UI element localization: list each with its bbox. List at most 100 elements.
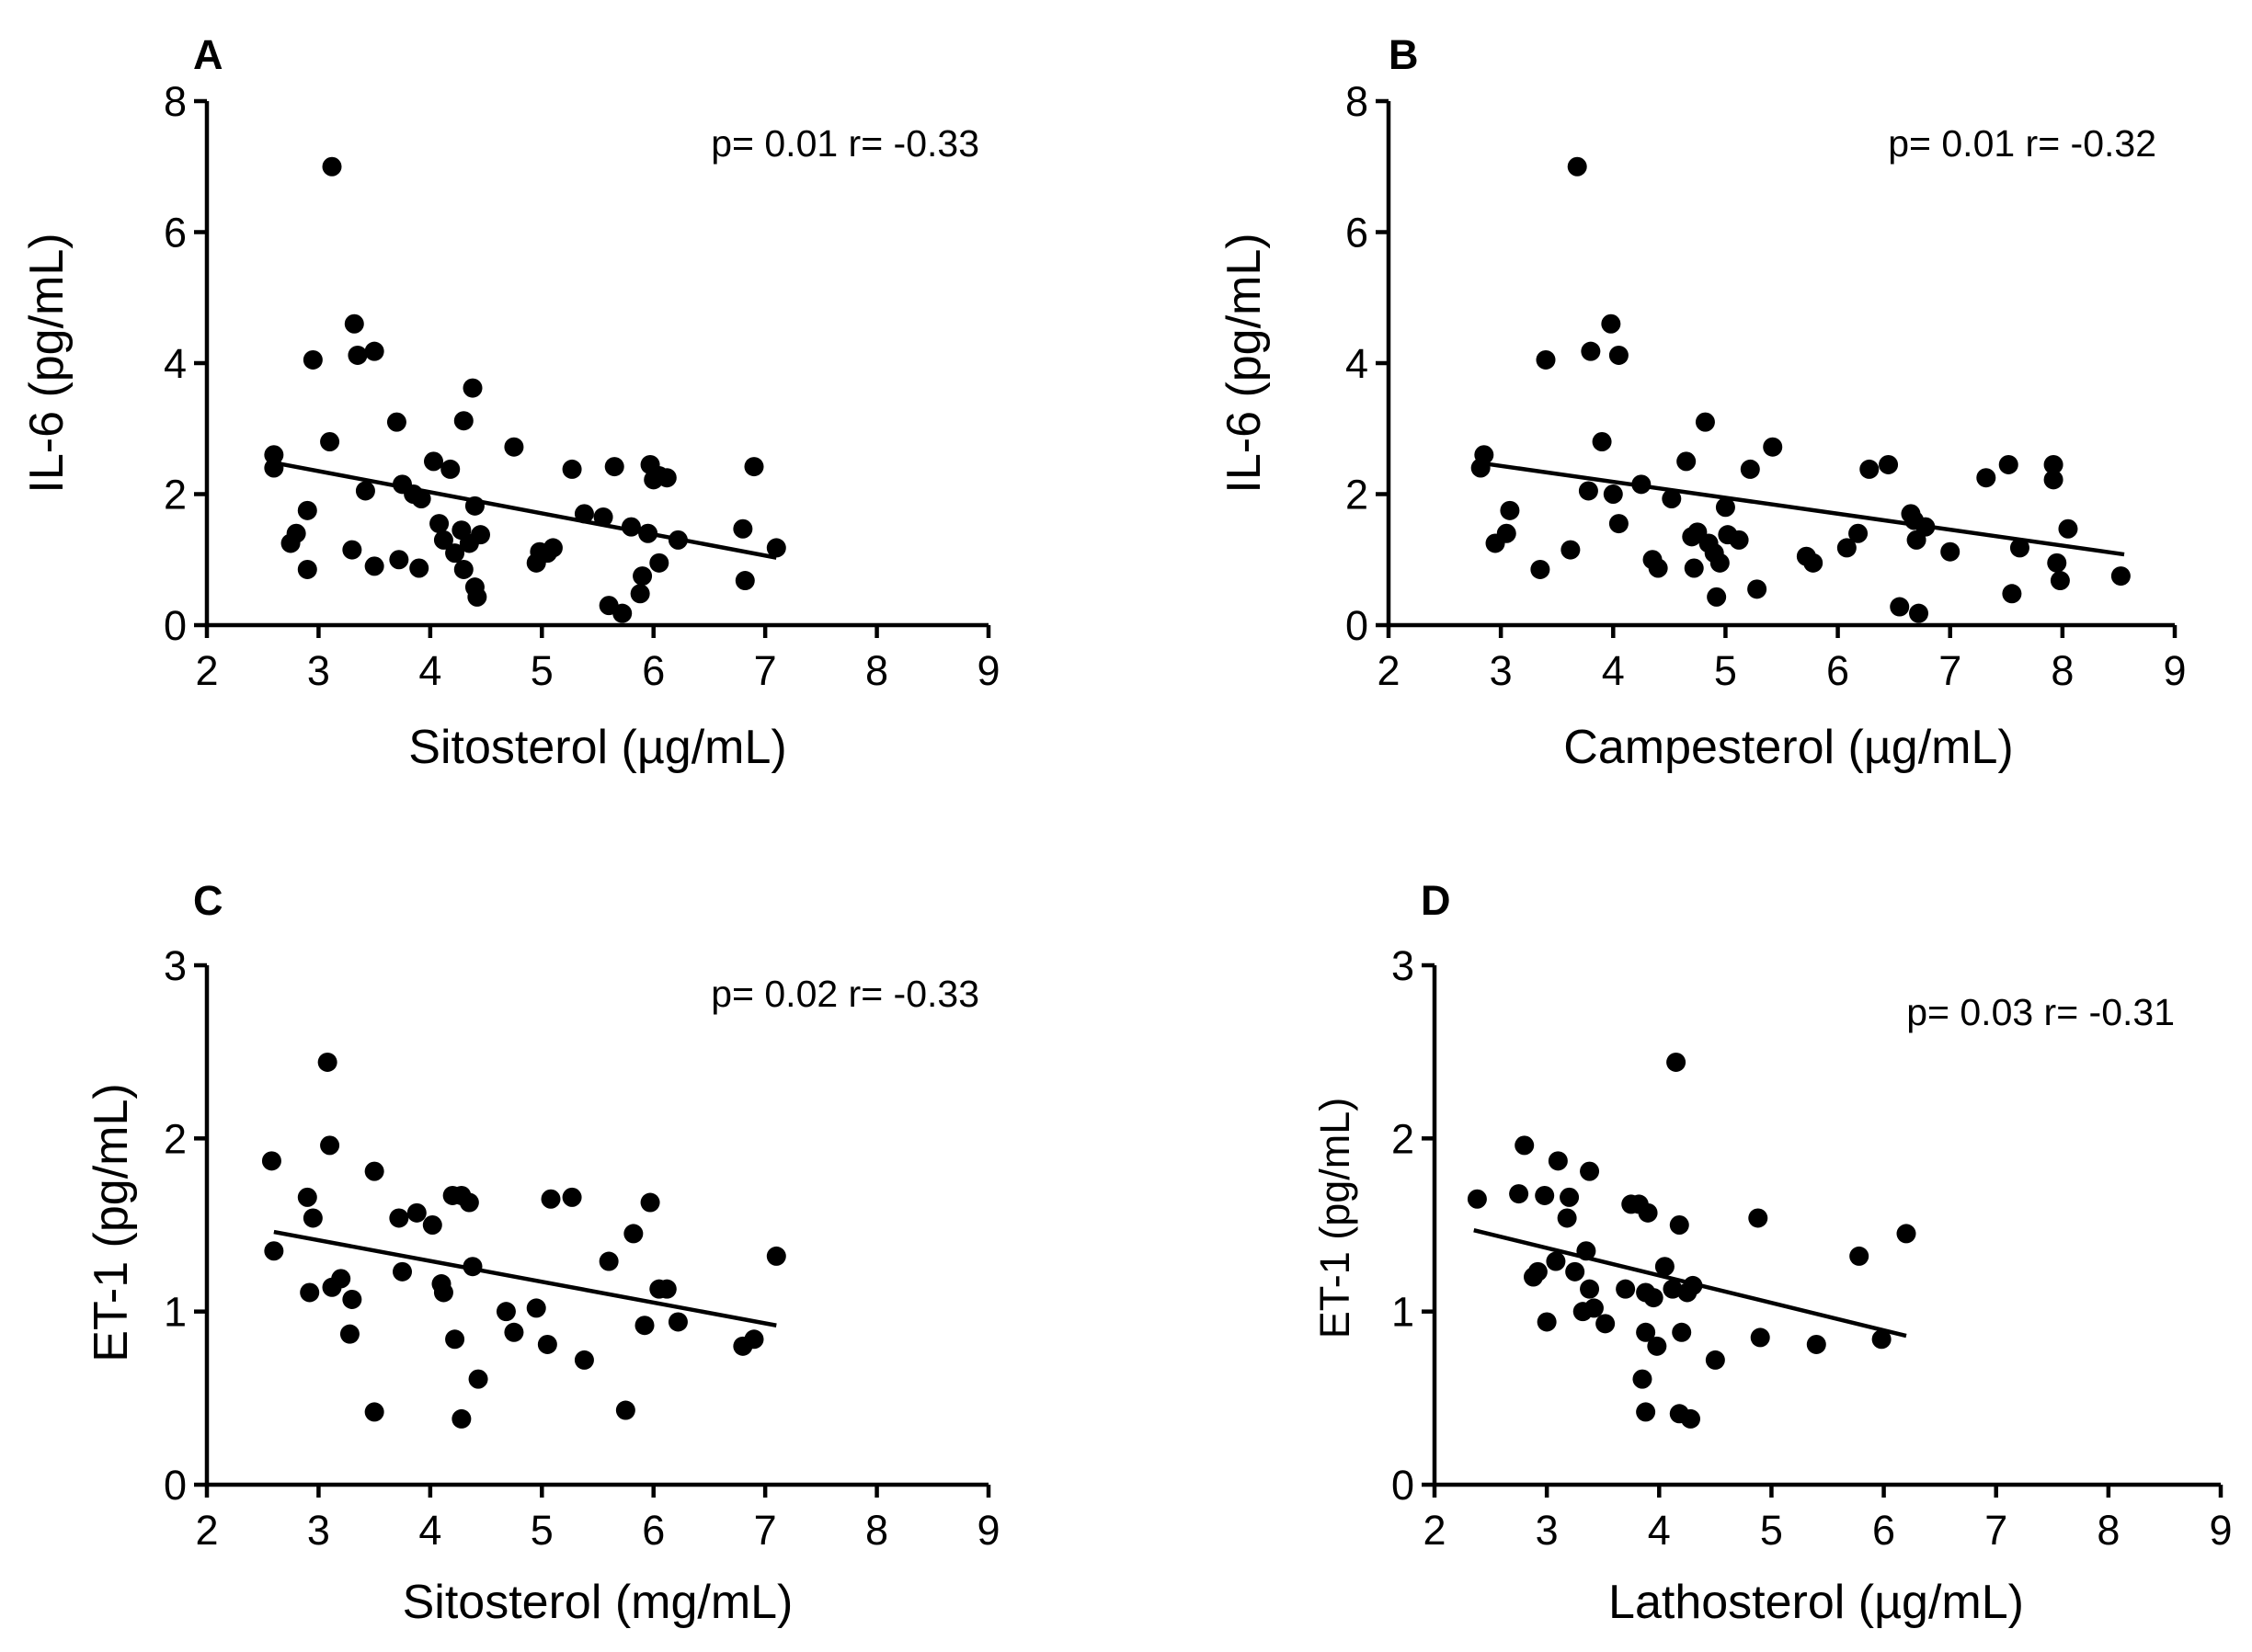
panel-d-xtick-label: 4 bbox=[1648, 1507, 1671, 1554]
panel-a-data-point bbox=[638, 523, 658, 543]
panel-a-data-point bbox=[355, 481, 375, 501]
panel-b-data-point bbox=[1560, 540, 1581, 560]
panel-c-xtick-label: 7 bbox=[754, 1507, 777, 1554]
panel-b-regression-line bbox=[1478, 461, 2125, 557]
panel-b-data-point bbox=[2043, 454, 2063, 474]
panel-c-data-point bbox=[541, 1189, 561, 1209]
panel-b-data-point bbox=[1648, 558, 1668, 578]
panel-b-data-point bbox=[1909, 603, 1929, 623]
panel-c-data-point bbox=[463, 1257, 483, 1277]
panel-b-data-point bbox=[2058, 518, 2078, 539]
panel-b-scatter: B p= 0.01 r= -0.32 Campesterol (µg/mL) I… bbox=[1217, 31, 2187, 774]
panel-b-data-point bbox=[1879, 454, 1899, 474]
panel-d-data-point bbox=[1748, 1208, 1768, 1228]
panel-d-data-point bbox=[1565, 1261, 1585, 1282]
panel-a-data-point bbox=[612, 603, 633, 623]
panel-a-data-point bbox=[348, 345, 368, 365]
panel-d-letter: D bbox=[1421, 877, 1451, 924]
panel-c-data-point bbox=[303, 1208, 323, 1228]
panel-b-ytick-label: 6 bbox=[1345, 210, 1368, 256]
panel-d-ticks: 2 3 4 5 6 7 8 9 0 1 2 3 bbox=[1391, 942, 2233, 1554]
panel-b-data-point bbox=[1567, 156, 1587, 177]
panel-c-data-point bbox=[504, 1322, 524, 1342]
panel-a-data-point bbox=[744, 457, 764, 477]
panel-d-data-point bbox=[1806, 1334, 1826, 1354]
panel-b-data-point bbox=[2047, 553, 2067, 573]
panel-b-xtick-label: 2 bbox=[1377, 647, 1400, 694]
panel-a-data-point bbox=[733, 518, 753, 539]
panel-d-ytick-label: 3 bbox=[1391, 942, 1414, 989]
panel-b-data-point bbox=[1859, 459, 1880, 479]
panel-c-data-point bbox=[317, 1052, 337, 1072]
panel-b-data-point bbox=[2050, 571, 2070, 591]
panel-b-data-point bbox=[1940, 541, 1960, 562]
panel-a-data-point bbox=[766, 538, 786, 558]
panel-a-data-point bbox=[562, 459, 582, 479]
panel-c-ticks: 2 3 4 5 6 7 8 9 0 1 2 3 bbox=[164, 942, 1000, 1554]
panel-c-xtick-label: 4 bbox=[418, 1507, 441, 1554]
panel-c-data-point bbox=[766, 1246, 786, 1266]
panel-b-xlabel: Campesterol (µg/mL) bbox=[1563, 721, 2013, 774]
panel-d-data-point bbox=[1750, 1327, 1770, 1348]
panel-a-xlabel: Sitosterol (µg/mL) bbox=[408, 721, 786, 774]
panel-a-ylabel: IL-6 (pg/mL) bbox=[20, 233, 74, 493]
panel-d-data-point bbox=[1527, 1261, 1548, 1282]
panel-c-xtick-label: 3 bbox=[307, 1507, 330, 1554]
panel-c-data-point bbox=[615, 1400, 635, 1420]
panel-a-xtick-label: 6 bbox=[642, 647, 665, 694]
panel-a-data-point bbox=[297, 559, 317, 579]
panel-d-scatter: D p= 0.03 r= -0.31 Lathosterol (µg/mL) E… bbox=[1311, 877, 2233, 1629]
panel-d-xtick-label: 2 bbox=[1423, 1507, 1446, 1554]
panel-b-data-point bbox=[1715, 497, 1735, 518]
panel-a-stats: p= 0.01 r= -0.33 bbox=[711, 122, 979, 165]
panel-a-ytick-label: 0 bbox=[164, 602, 187, 649]
panel-c-data-point bbox=[339, 1324, 360, 1344]
panel-b-data-point bbox=[1536, 349, 1556, 370]
panel-c-regression-line bbox=[273, 1229, 777, 1327]
panel-c-xtick-label: 2 bbox=[195, 1507, 218, 1554]
panel-a-data-point bbox=[386, 412, 406, 432]
panel-d-points bbox=[1467, 1052, 1916, 1429]
panel-a-data-point bbox=[604, 457, 624, 477]
panel-b-ytick-label: 8 bbox=[1345, 78, 1368, 125]
panel-d-data-point bbox=[1705, 1350, 1725, 1370]
panel-b-xtick-label: 5 bbox=[1714, 647, 1737, 694]
panel-a-xtick-label: 9 bbox=[977, 647, 1000, 694]
panel-c-data-point bbox=[445, 1329, 465, 1350]
panel-a-data-point bbox=[440, 459, 461, 479]
panel-a-xtick-label: 4 bbox=[418, 647, 441, 694]
panel-b-data-point bbox=[2002, 584, 2022, 604]
panel-c-xtick-label: 8 bbox=[865, 1507, 888, 1554]
panel-c-xlabel: Sitosterol (mg/mL) bbox=[403, 1576, 794, 1629]
panel-d-data-point bbox=[1580, 1161, 1600, 1181]
panel-d-data-point bbox=[1546, 1251, 1566, 1271]
panel-b-data-point bbox=[1676, 451, 1697, 472]
panel-a-data-point bbox=[389, 550, 409, 570]
panel-d-data-point bbox=[1636, 1322, 1656, 1342]
panel-d-xlabel: Lathosterol (µg/mL) bbox=[1608, 1576, 2024, 1629]
panel-a-data-point bbox=[303, 349, 323, 370]
panel-a-ytick-label: 4 bbox=[164, 340, 187, 387]
panel-a-data-point bbox=[593, 507, 613, 527]
panel-b-data-point bbox=[1592, 432, 1612, 451]
panel-d-xtick-label: 8 bbox=[2097, 1507, 2120, 1554]
panel-d-data-point bbox=[1654, 1257, 1675, 1277]
panel-a-data-point bbox=[735, 571, 755, 591]
panel-c-ytick-label: 2 bbox=[164, 1115, 187, 1162]
panel-d-xtick-label: 5 bbox=[1760, 1507, 1783, 1554]
panel-b-data-point bbox=[1803, 553, 1823, 573]
panel-c-data-point bbox=[526, 1298, 546, 1318]
panel-b-data-point bbox=[1608, 514, 1629, 534]
panel-c-letter: C bbox=[193, 877, 223, 924]
panel-d-ytick-label: 1 bbox=[1391, 1289, 1414, 1336]
panel-b-data-point bbox=[1976, 468, 1996, 488]
panel-d-xtick-label: 9 bbox=[2209, 1507, 2232, 1554]
panel-b-data-point bbox=[1578, 481, 1598, 501]
panel-c-data-point bbox=[433, 1282, 453, 1303]
panel-a-data-point bbox=[464, 496, 485, 516]
panel-d-data-point bbox=[1871, 1329, 1892, 1350]
panel-b-ytick-label: 4 bbox=[1345, 340, 1368, 387]
panel-a-data-point bbox=[453, 411, 474, 431]
panel-c-data-point bbox=[599, 1251, 619, 1271]
